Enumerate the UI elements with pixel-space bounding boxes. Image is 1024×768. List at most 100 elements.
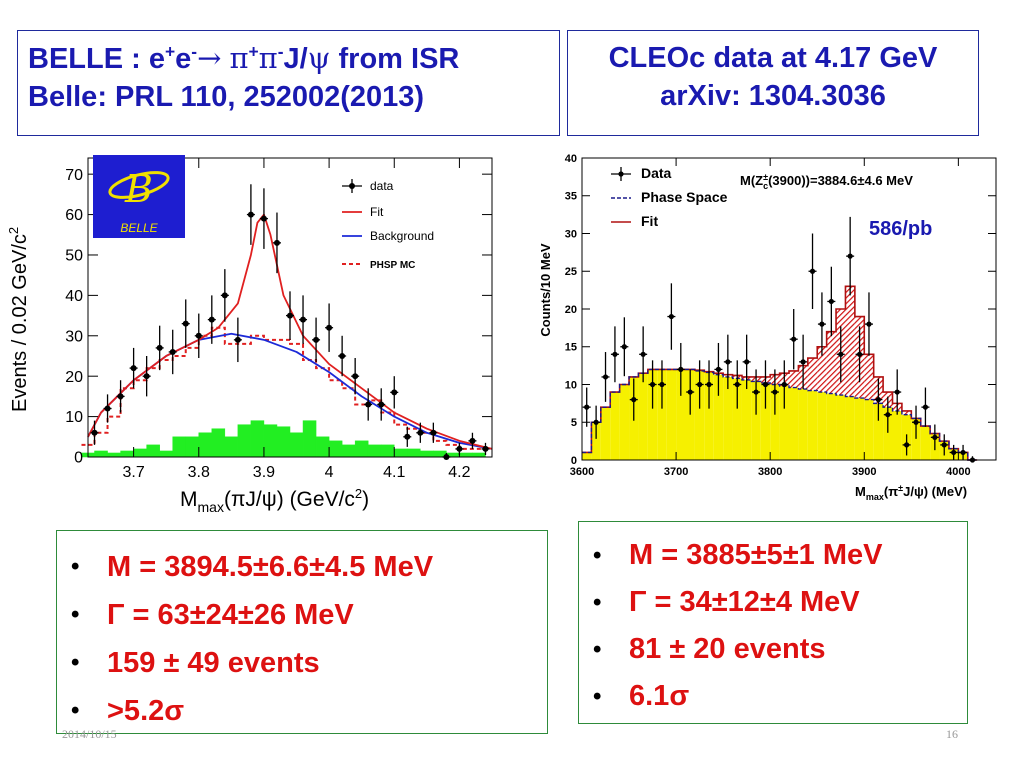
belle-data-point [117,393,124,400]
cleo-data-point [697,381,703,388]
cleo-y-tick-label: 30 [565,228,577,240]
belle-legend-label: Fit [370,205,384,219]
belle-data-point [130,365,137,372]
belle-sideband-bar [380,444,395,458]
cleo-phase-space-bar [883,407,893,460]
belle-legend-label: PHSP MC [370,260,415,271]
list-item: • M = 3885±5±1 MeV [579,532,967,579]
cleo-results-list: • M = 3885±5±1 MeV • Γ = 34±12±4 MeV • 81 ±… [579,522,967,720]
cleo-legend-label: Phase Space [641,189,728,205]
belle-sideband-bar [289,432,304,458]
cleo-phase-space-bar [807,390,818,460]
belle-x-tick-label: 3.8 [188,464,210,481]
belle-y-tick-label: 60 [65,207,83,224]
cleo-data-point [856,351,863,357]
bullet-icon: • [71,601,80,628]
belle-y-tick-label: 0 [74,450,83,467]
belle-results-box: • M = 3894.5±6.6±4.5 MeV • Γ = 63±24±26 Me… [56,530,548,734]
belle-x-axis-label: Mmax(πJ/ψ) (GeV/c2) [180,486,369,515]
cleo-x-tick-label: 4000 [946,466,970,478]
cleo-data-point [866,321,872,327]
cleo-signal-bar [789,370,799,388]
cleo-phase-space-bar [911,418,921,460]
cleo-data-point [772,389,778,395]
belle-data-point [404,433,411,440]
cleo-phase-space-bar [798,389,808,460]
belle-legend-label: Background [370,229,434,243]
list-item: • Γ = 34±12±4 MeV [579,579,967,626]
belle-data-point [91,429,98,436]
belle-data-point [482,445,489,452]
cleo-phase-space-bar [666,369,677,460]
bullet-icon: • [593,542,602,569]
cleo-data-point [800,359,806,365]
belle-sideband-bar [394,448,408,458]
belle-sideband-bar [211,428,226,458]
belle-sideband-bar [146,444,160,458]
belle-sideband-bar [459,452,473,458]
cleo-data-point [668,313,674,320]
list-item: • 159 ± 49 events [57,639,547,687]
belle-y-tick-label: 30 [65,328,83,345]
cleo-y-tick-label: 10 [565,379,577,391]
cleo-phase-space-bar [704,372,714,460]
cleo-phase-space-bar [873,403,884,460]
belle-data-point [260,215,267,222]
cleo-phase-space-bar [638,373,648,460]
footer-page-number: 16 [946,727,958,741]
belle-sideband-bar [224,436,239,458]
cleo-data-point [687,389,693,395]
cleo-x-axis-label: Mmax(π±J/ψ) (MeV) [855,483,967,502]
belle-sideband-bar [407,448,421,458]
belle-x-tick-label: 4.2 [448,464,470,481]
cleo-x-tick-label: 3900 [852,466,876,478]
cleo-phase-space-bar [694,370,705,460]
belle-title-box: BELLE : e+e-→ π+π-J/ψ from ISR Belle: PR… [17,30,560,136]
bullet-icon: • [71,649,80,676]
belle-x-tick-label: 4.1 [383,464,405,481]
belle-data-point [365,401,372,408]
cleo-signal-bar [826,331,837,394]
belle-data-point [247,211,254,218]
cleo-data-point [828,298,834,305]
belle-data-point [469,437,476,444]
cleo-title-box: CLEOc data at 4.17 GeV arXiv: 1304.3036 [567,30,979,136]
cleo-signal-bar [901,410,912,415]
cleo-data-point [922,404,929,410]
cleo-phase-space-bar [647,369,658,460]
cleo-data-point [649,381,656,388]
cleo-y-tick-label: 35 [565,191,577,203]
belle-data-point [313,336,320,343]
cleo-data-point [593,419,599,425]
belle-sideband-bar [276,426,291,458]
cleo-data-point [678,366,684,372]
cleo-data-point [913,419,919,425]
belle-data-point [417,429,424,436]
belle-data-point [234,336,241,343]
belle-sideband-bar [315,436,330,458]
belle-data-point [391,389,398,396]
belle-sideband-bar [250,420,265,458]
belle-sideband-bar [263,424,278,458]
cleo-phase-space-bar [751,381,761,460]
cleo-phase-space-bar [732,378,742,460]
belle-sideband-bar [120,450,134,458]
belle-sideband-bar [198,432,213,458]
bullet-icon: • [71,553,80,580]
cleo-results-box: • M = 3885±5±1 MeV • Γ = 34±12±4 MeV • 81 ±… [578,521,968,724]
cleo-data-point [951,449,957,456]
cleo-data-point [960,449,966,456]
cleo-phase-space-bar [591,422,601,460]
belle-sideband-bar [237,424,252,458]
belle-data-point [378,401,385,408]
belle-sideband-bar [328,440,343,458]
belle-sideband-bar [354,440,369,458]
cleo-signal-bar [807,358,818,391]
belle-sideband-bar [133,448,147,458]
cleo-data-point [734,381,740,388]
belle-data-point [273,239,280,246]
belle-y-axis-label: Events / 0.02 GeV/c2 [6,227,31,412]
list-item: • 81 ± 20 events [579,626,967,673]
cleo-data-point [819,321,825,327]
belle-plot-frame [87,157,493,458]
